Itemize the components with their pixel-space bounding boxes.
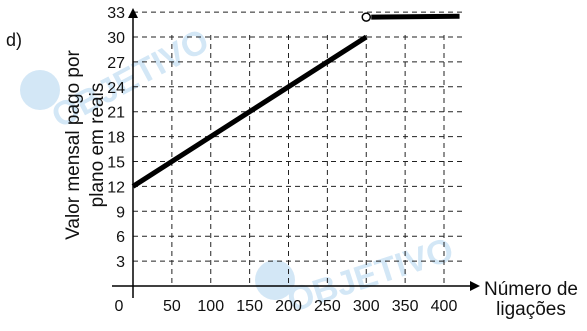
- x-tick-label-150: 150: [236, 298, 263, 315]
- y-tick-label-27: 27: [107, 55, 125, 72]
- watermark-logo-0: [20, 70, 60, 110]
- y-tick-label-33: 33: [107, 5, 125, 22]
- y-axis-arrow-icon: [128, 8, 138, 18]
- y-tick-label-9: 9: [116, 204, 125, 221]
- y-axis-label: Valor mensal pago por plano em reais: [63, 49, 108, 239]
- y-tick-label-12: 12: [107, 179, 125, 196]
- x-axis-label-line-1: ligações: [496, 299, 566, 320]
- watermark-logo-1: [255, 260, 295, 300]
- x-tick-label-400: 400: [431, 298, 458, 315]
- y-tick-label-3: 3: [116, 254, 125, 271]
- x-tick-label-300: 300: [353, 298, 380, 315]
- x-tick-label-0: 0: [115, 298, 124, 315]
- x-axis-arrow-icon: [470, 281, 480, 291]
- y-tick-label-24: 24: [107, 80, 125, 97]
- y-tick-label-15: 15: [107, 155, 125, 172]
- y-tick-label-30: 30: [107, 30, 125, 47]
- grid: [133, 11, 462, 286]
- series-layer: [131, 12, 460, 189]
- y-tick-label-18: 18: [107, 130, 125, 147]
- y-tick-label-21: 21: [107, 105, 125, 122]
- x-tick-label-250: 250: [314, 298, 341, 315]
- series-0-segment-1: [371, 13, 460, 20]
- x-tick-label-50: 50: [163, 298, 181, 315]
- y-tick-label-6: 6: [116, 229, 125, 246]
- y-axis-label-line-1: plano em reais: [87, 83, 108, 208]
- tick-labels: 0 50 100 150 200 250 300 350 400 3 6 9 12 15 18 21 24 27 3…: [107, 5, 457, 315]
- axes: [112, 8, 480, 298]
- x-tick-label-350: 350: [392, 298, 419, 315]
- x-tick-label-200: 200: [275, 298, 302, 315]
- y-axis-label-line-0: Valor mensal pago por: [63, 49, 84, 239]
- x-tick-label-100: 100: [197, 298, 224, 315]
- series-0-open-point-1: [361, 12, 371, 22]
- panel-label: d): [6, 30, 22, 50]
- x-axis-label-line-0: Número de: [484, 279, 578, 300]
- series-0-segment-0: [131, 34, 368, 189]
